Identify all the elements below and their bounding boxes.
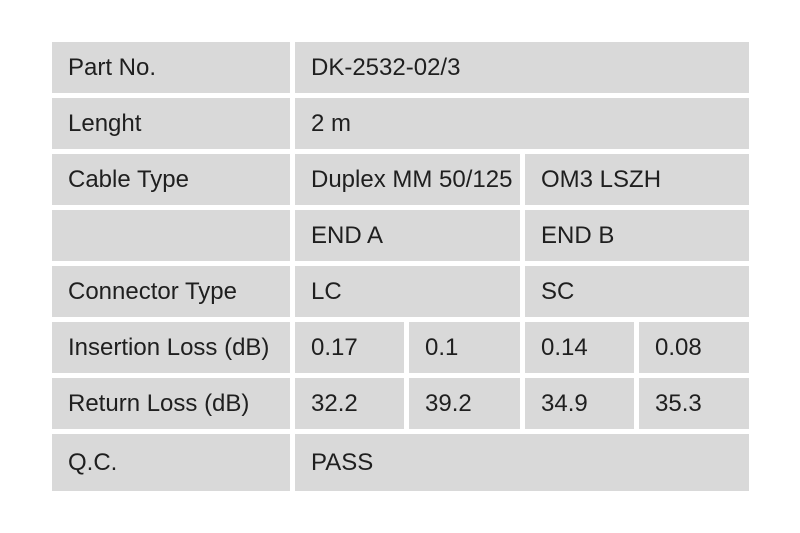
cell-qc-result: PASS	[295, 434, 749, 491]
row-label-insertion-loss: Insertion Loss (dB)	[52, 322, 290, 373]
cell-part-no-value: DK-2532-02/3	[295, 42, 749, 93]
qc-spec-table: Part No. DK-2532-02/3 Lenght 2 m Cable T…	[52, 42, 749, 491]
cell-return-loss-end-a-1: 32.2	[295, 378, 404, 429]
cell-connector-end-b: SC	[525, 266, 749, 317]
cell-insertion-loss-end-a-2: 0.1	[409, 322, 520, 373]
row-label-cable-type: Cable Type	[52, 154, 290, 205]
cell-length-value: 2 m	[295, 98, 749, 149]
cell-return-loss-end-a-2: 39.2	[409, 378, 520, 429]
row-label-return-loss: Return Loss (dB)	[52, 378, 290, 429]
cell-connector-end-a: LC	[295, 266, 520, 317]
cell-end-b-header: END B	[525, 210, 749, 261]
cell-return-loss-end-b-1: 34.9	[525, 378, 634, 429]
cell-end-a-header: END A	[295, 210, 520, 261]
row-label-ends-empty	[52, 210, 290, 261]
cell-insertion-loss-end-a-1: 0.17	[295, 322, 404, 373]
row-label-qc: Q.C.	[52, 434, 290, 491]
cell-insertion-loss-end-b-1: 0.14	[525, 322, 634, 373]
cell-cable-type-spec: Duplex MM 50/125	[295, 154, 520, 205]
row-label-part-no: Part No.	[52, 42, 290, 93]
cell-return-loss-end-b-2: 35.3	[639, 378, 749, 429]
cell-insertion-loss-end-b-2: 0.08	[639, 322, 749, 373]
cell-cable-type-jacket: OM3 LSZH	[525, 154, 749, 205]
row-label-connector-type: Connector Type	[52, 266, 290, 317]
row-label-length: Lenght	[52, 98, 290, 149]
